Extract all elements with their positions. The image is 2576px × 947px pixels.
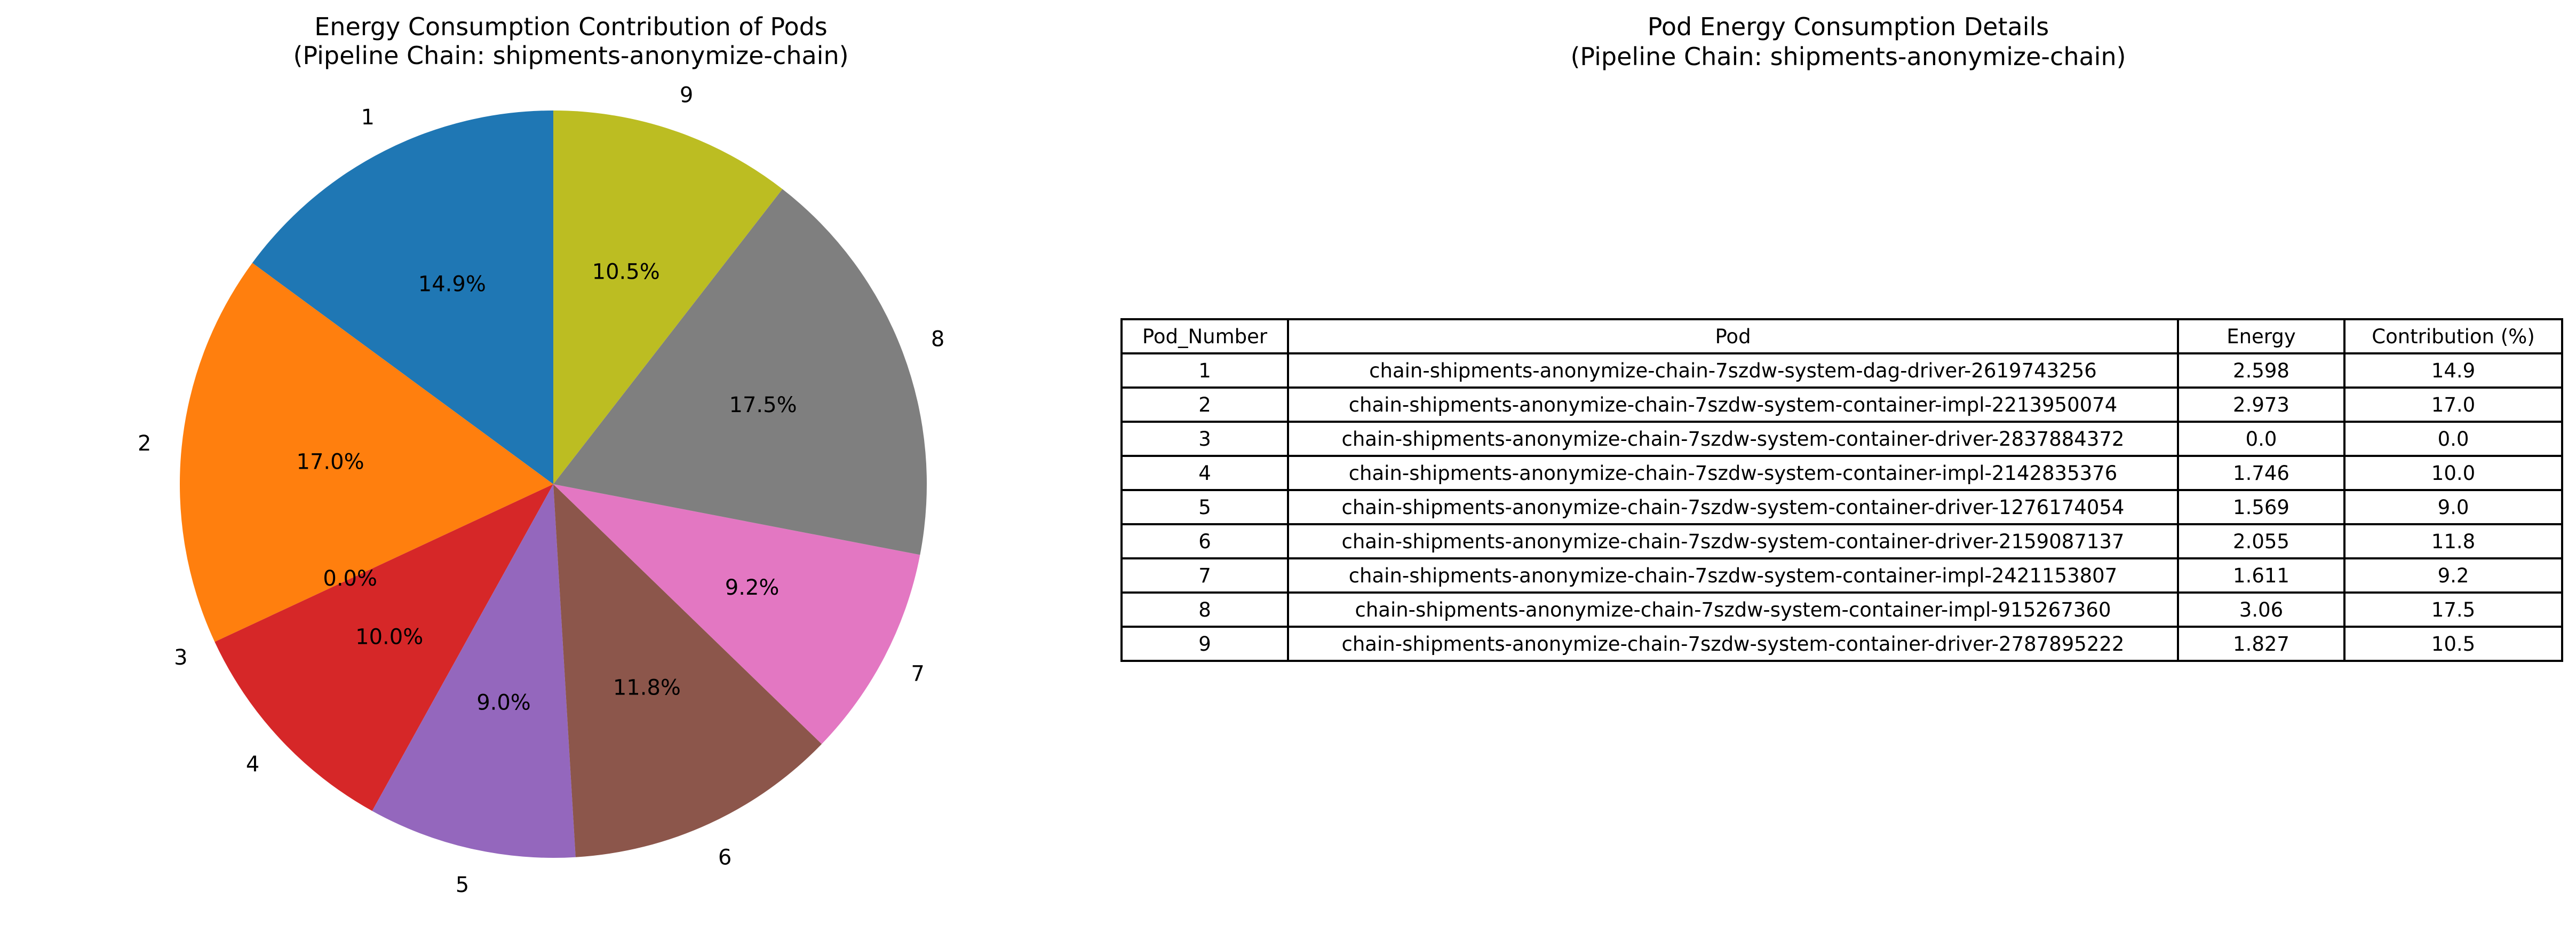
table-row: 7 chain-shipments-anonymize-chain-7szdw-s… [1120, 557, 2563, 594]
slice-label-3: 3 [174, 645, 187, 670]
slice-percent-3: 0.0% [323, 566, 377, 591]
cell-pod: chain-shipments-anonymize-chain-7szdw-sy… [1287, 489, 2179, 525]
slice-label-1: 1 [361, 105, 375, 130]
cell-contribution: 14.9 [2343, 352, 2563, 389]
slice-percent-8: 17.5% [729, 393, 797, 417]
slice-percent-6: 11.8% [613, 676, 681, 700]
cell-energy: 2.055 [2177, 523, 2346, 559]
cell-energy: 1.746 [2177, 455, 2346, 491]
cell-pod-number: 8 [1120, 591, 1289, 628]
table-title: Pod Energy Consumption Details (Pipeline… [1120, 12, 2576, 72]
cell-pod-number: 6 [1120, 523, 1289, 559]
table-row: 4 chain-shipments-anonymize-chain-7szdw-s… [1120, 455, 2563, 491]
slice-label-7: 7 [911, 661, 924, 686]
cell-pod: chain-shipments-anonymize-chain-7szdw-sy… [1287, 421, 2179, 457]
table-title-line-1: Pod Energy Consumption Details [1647, 12, 2049, 41]
cell-pod: chain-shipments-anonymize-chain-7szdw-sy… [1287, 352, 2179, 389]
table-row: 5 chain-shipments-anonymize-chain-7szdw-s… [1120, 489, 2563, 525]
cell-contribution: 17.0 [2343, 386, 2563, 423]
pie-slice-5 [372, 484, 576, 858]
cell-pod-number: 3 [1120, 421, 1289, 457]
pie-slice-7 [553, 484, 920, 744]
cell-pod: chain-shipments-anonymize-chain-7szdw-sy… [1287, 557, 2179, 594]
cell-contribution: 10.5 [2343, 626, 2563, 662]
slice-label-6: 6 [718, 846, 732, 870]
slice-percent-5: 9.0% [476, 691, 531, 715]
slice-label-5: 5 [456, 873, 469, 897]
table-row: 1 chain-shipments-anonymize-chain-7szdw-s… [1120, 352, 2563, 389]
table-row: 3 chain-shipments-anonymize-chain-7szdw-s… [1120, 421, 2563, 457]
column-header-energy: Energy [2177, 318, 2346, 354]
slice-percent-9: 10.5% [592, 260, 660, 285]
slice-label-8: 8 [931, 327, 944, 352]
slice-label-9: 9 [680, 83, 693, 108]
cell-energy: 2.598 [2177, 352, 2346, 389]
pie-slice-4 [214, 484, 553, 811]
cell-energy: 1.611 [2177, 557, 2346, 594]
cell-pod-number: 9 [1120, 626, 1289, 662]
cell-pod-number: 1 [1120, 352, 1289, 389]
table-row: 2 chain-shipments-anonymize-chain-7szdw-s… [1120, 386, 2563, 423]
slice-percent-7: 9.2% [725, 575, 780, 600]
pie-chart: Energy Consumption Contribution of Pods … [138, 12, 944, 897]
pie-labels: 1 14.9% 2 17.0% 3 0.0% 4 10.0% 5 9.0% 6 11.8% 7 9.2% 8… [138, 83, 944, 897]
cell-contribution: 9.2 [2343, 557, 2563, 594]
cell-pod-number: 4 [1120, 455, 1289, 491]
cell-pod: chain-shipments-anonymize-chain-7szdw-sy… [1287, 455, 2179, 491]
cell-energy: 1.827 [2177, 626, 2346, 662]
slice-percent-4: 10.0% [355, 625, 423, 649]
cell-contribution: 11.8 [2343, 523, 2563, 559]
cell-pod-number: 2 [1120, 386, 1289, 423]
column-header-contribution: Contribution (%) [2343, 318, 2563, 354]
slice-label-4: 4 [246, 752, 259, 777]
cell-contribution: 17.5 [2343, 591, 2563, 628]
pod-energy-table: Pod_Number Pod Energy Contribution (%) 1… [1120, 318, 2563, 662]
table-header-row: Pod_Number Pod Energy Contribution (%) [1120, 318, 2563, 354]
pie-slice-6 [553, 484, 822, 857]
cell-energy: 3.06 [2177, 591, 2346, 628]
pie-slices [180, 111, 927, 858]
pie-slice-9 [553, 111, 783, 484]
pie-slice-1 [252, 111, 553, 484]
cell-pod-number: 7 [1120, 557, 1289, 594]
slice-percent-2: 17.0% [297, 449, 364, 474]
column-header-pod-number: Pod_Number [1120, 318, 1289, 354]
cell-energy: 0.0 [2177, 421, 2346, 457]
table-row: 9 chain-shipments-anonymize-chain-7szdw-s… [1120, 626, 2563, 662]
column-header-pod: Pod [1287, 318, 2179, 354]
pie-slice-2 [180, 263, 553, 642]
cell-contribution: 9.0 [2343, 489, 2563, 525]
pie-chart-panel: Energy Consumption Contribution of Pods … [0, 0, 1120, 947]
cell-contribution: 10.0 [2343, 455, 2563, 491]
cell-contribution: 0.0 [2343, 421, 2563, 457]
table-row: 8 chain-shipments-anonymize-chain-7szdw-s… [1120, 591, 2563, 628]
cell-pod: chain-shipments-anonymize-chain-7szdw-sy… [1287, 523, 2179, 559]
pie-title-line-2: (Pipeline Chain: shipments-anonymize-cha… [293, 41, 848, 70]
cell-pod: chain-shipments-anonymize-chain-7szdw-sy… [1287, 386, 2179, 423]
table-row: 6 chain-shipments-anonymize-chain-7szdw-s… [1120, 523, 2563, 559]
pie-title-line-1: Energy Consumption Contribution of Pods [314, 12, 828, 41]
details-table-panel: Pod Energy Consumption Details (Pipeline… [1120, 0, 2576, 947]
cell-energy: 2.973 [2177, 386, 2346, 423]
slice-label-2: 2 [138, 431, 151, 456]
cell-pod: chain-shipments-anonymize-chain-7szdw-sy… [1287, 626, 2179, 662]
pie-slice-8 [553, 189, 927, 555]
table-title-line-2: (Pipeline Chain: shipments-anonymize-cha… [1570, 42, 2126, 71]
slice-percent-1: 14.9% [418, 272, 486, 296]
cell-pod: chain-shipments-anonymize-chain-7szdw-sy… [1287, 591, 2179, 628]
cell-energy: 1.569 [2177, 489, 2346, 525]
cell-pod-number: 5 [1120, 489, 1289, 525]
